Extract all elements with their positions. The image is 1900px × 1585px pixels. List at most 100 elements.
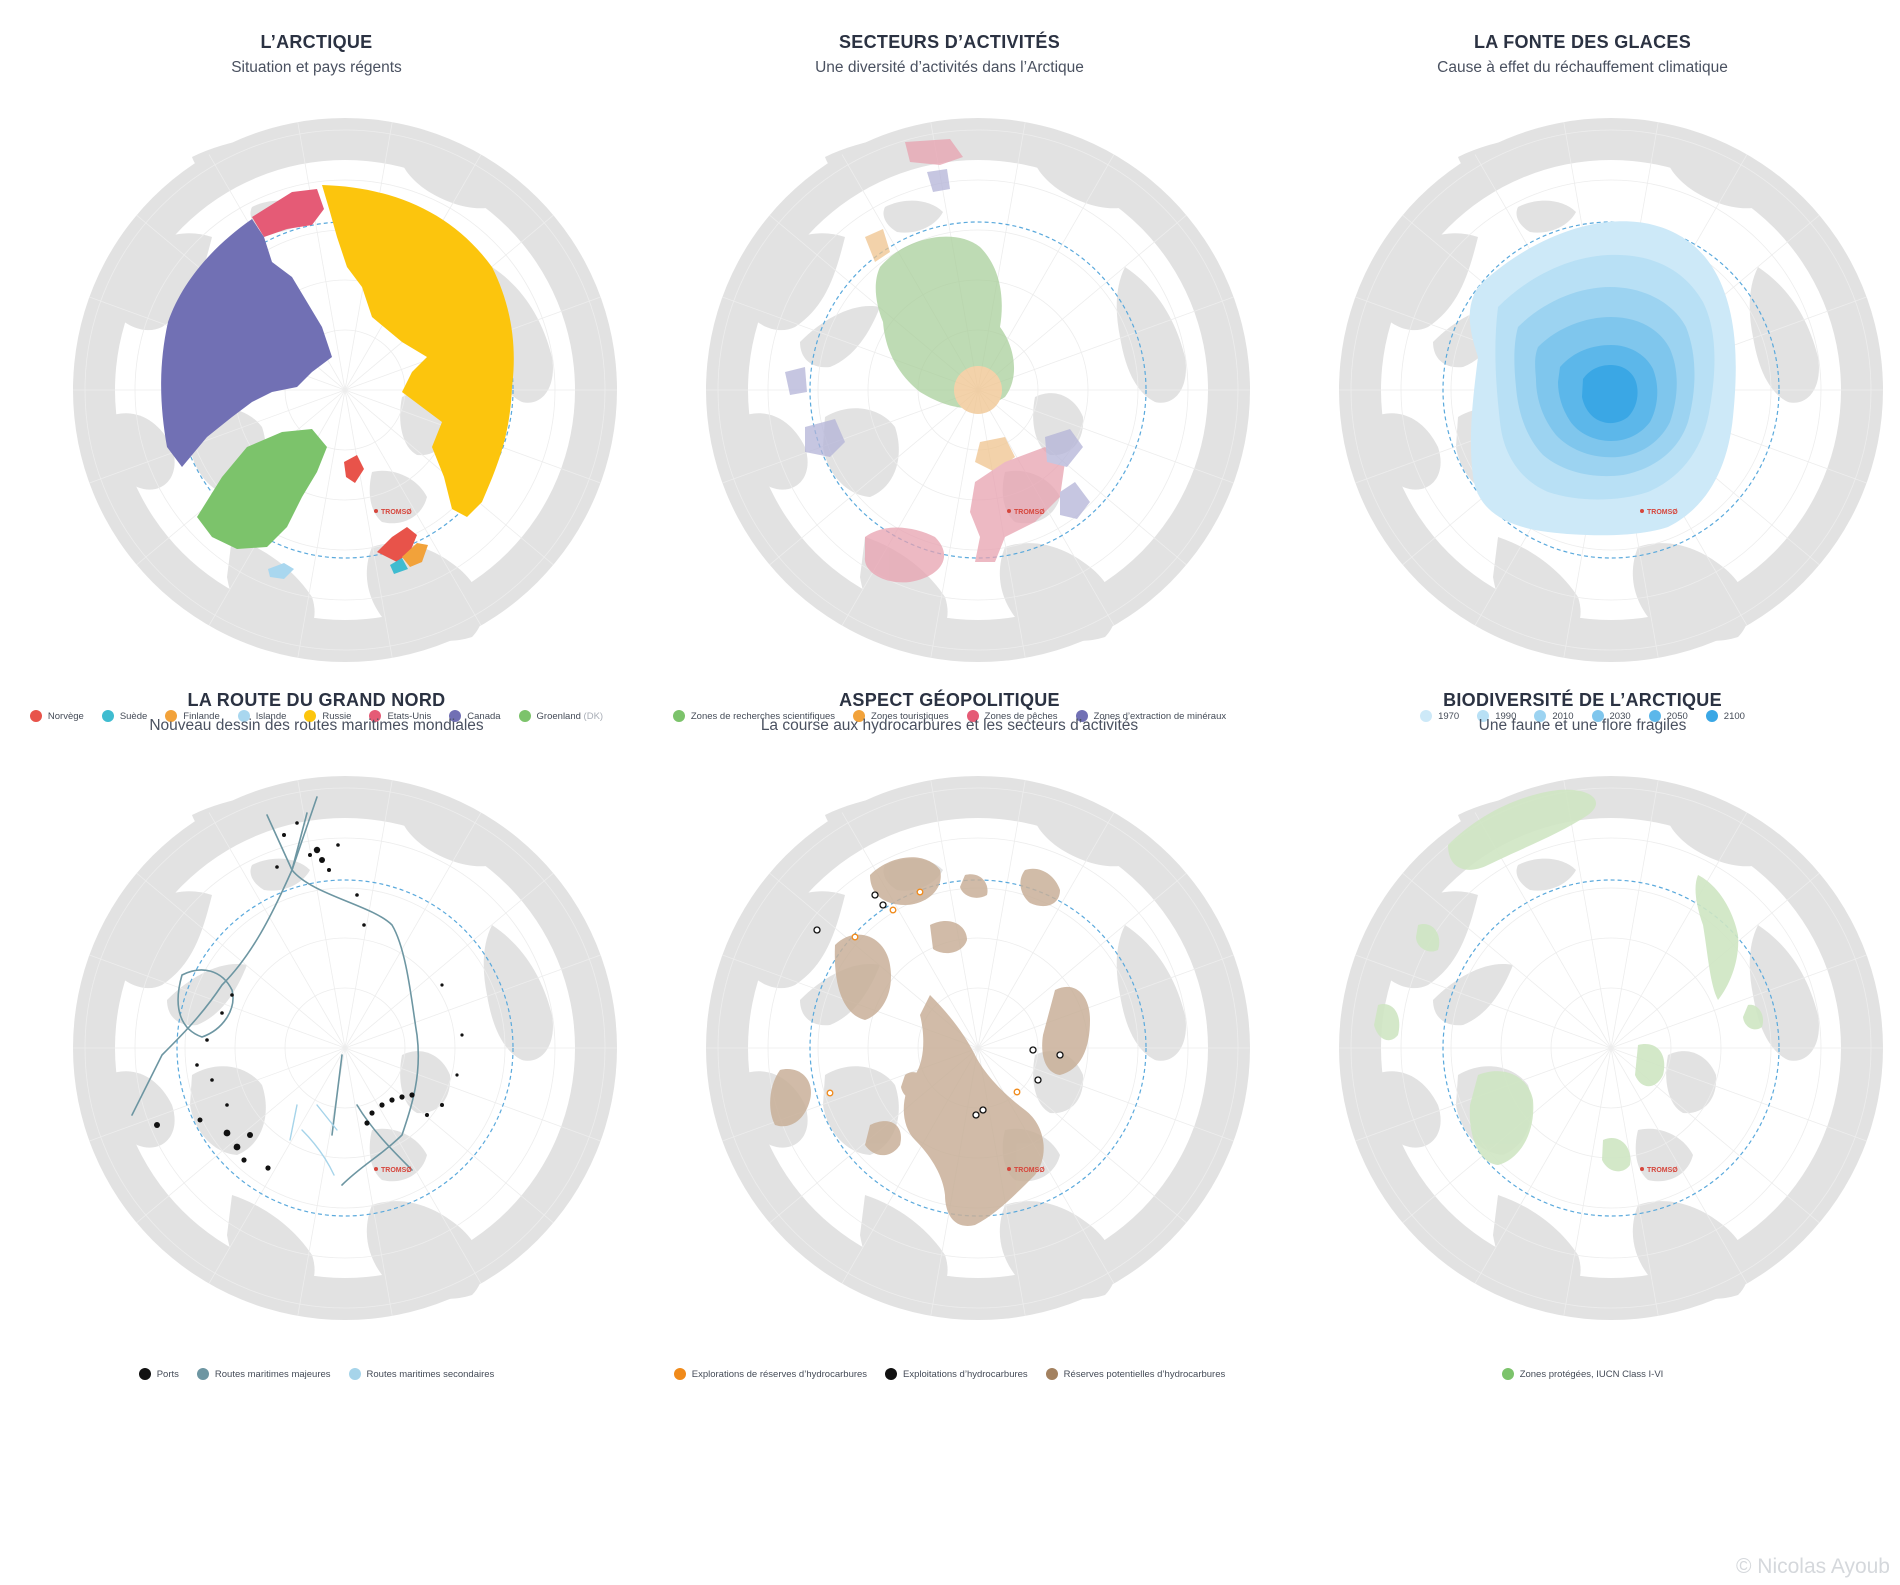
port [399,1094,405,1100]
panel-subtitle: Nouveau dessin des routes maritimes mond… [149,717,484,734]
arctic-circle [1442,879,1780,1217]
reserve-area [865,1121,901,1156]
landmass [1433,964,1513,1026]
meridian-line [297,780,346,1049]
port [210,1078,214,1082]
port [275,865,279,869]
minerals-zone-2 [1045,429,1083,467]
map-routes[interactable]: TROMSØ [72,775,618,1321]
meridian-line [977,780,1026,1049]
legend-item: Canada [449,710,501,722]
legend-swatch [1420,710,1433,722]
meridian-line [977,1047,1115,1284]
panel-secteurs: SECTEURS D’ACTIVITÉS Une diversité d’act… [633,0,1266,790]
panel-subtitle: Une diversité d’activités dans l’Arctiqu… [815,59,1084,76]
landmass [1033,147,1125,209]
legend-item: Zones de recherches scientifiques [672,710,835,722]
city-marker: TROMSØ [374,509,412,516]
legend-item: Zones touristiques [853,710,949,722]
legend-swatch [449,710,462,722]
base-map [73,776,617,1320]
legend-label: Ports [156,1368,179,1380]
panel-title: ASPECT GÉOPOLITIQUE [839,690,1060,710]
protected-area [1743,1004,1764,1030]
landmass [366,1201,483,1299]
tromso-label: TROMSØ [1014,509,1045,516]
overlay-countries [161,185,514,579]
secondary-route-2 [289,1104,298,1141]
meridian-line [89,389,346,484]
major-route-6 [356,1104,413,1171]
legend-label: 2100 [1723,710,1745,722]
legend-swatch [672,710,685,722]
protected-area [1374,1004,1400,1041]
legend-label: 1990 [1495,710,1517,722]
legend-swatch [369,710,382,722]
legend: Norvège Suède Finlande Islande Russie Etats-U… [0,707,633,725]
port [247,1132,253,1138]
ice-2100 [1582,365,1638,424]
exploration-point [916,888,924,896]
overlay-activities [785,139,1090,583]
fishing-zone-1 [905,139,963,165]
legend-label: Réserves potentielles d’hydrocarbures [1063,1368,1226,1380]
panel-fonte: LA FONTE DES GLACES Cause à effet du réc… [1266,0,1899,790]
meridian-line [1610,1047,1748,1284]
legend-swatch [673,1368,686,1380]
map-ice-melt[interactable]: TROMSØ [1338,117,1884,663]
landmass [740,891,845,989]
exploitation-point [979,1106,987,1114]
landmass [883,200,943,233]
legend-label: Suède [119,710,148,722]
minerals-zone-3 [1060,482,1090,519]
meridian-line [344,872,554,1049]
major-route-7 [331,1054,343,1136]
panel-arctique: L’ARCTIQUE Situation et pays régents TRO… [0,0,633,790]
port [455,1073,459,1077]
landmass [107,891,212,989]
panel-title: BIODIVERSITÉ DE L’ARCTIQUE [1443,690,1722,710]
legend-swatch [101,710,114,722]
tromso-label: TROMSØ [1014,1167,1045,1174]
exploitation-point [1029,1046,1037,1054]
protected-area [1635,1044,1665,1087]
overlay-ice [1469,221,1736,536]
legend-label: Explorations de réserves d’hydrocarbures [691,1368,868,1380]
landmass [1493,1195,1581,1301]
port [460,1033,464,1037]
meridian-line [297,389,346,658]
legend-item: Routes maritimes majeures [196,1368,331,1380]
legend-swatch [1534,710,1547,722]
meridian-line [977,1047,1187,1224]
landmass [369,470,427,524]
map-protected[interactable]: TROMSØ [1338,775,1884,1321]
secondary-route-3 [316,1104,338,1131]
panel-subtitle: Situation et pays régents [231,59,402,76]
legend-item: Routes maritimes secondaires [348,1368,494,1380]
legend: Explorations de réserves d’hydrocarbures… [633,1365,1266,1383]
port [409,1092,415,1098]
port [295,821,299,825]
map-countries[interactable]: TROMSØ [72,117,618,663]
exploration-point [851,933,859,941]
panel-subtitle: La course aux hydrocarbures et les secte… [760,717,1139,734]
ports [154,821,464,1171]
tromso-label: TROMSØ [381,1167,412,1174]
city-marker: TROMSØ [1007,509,1045,516]
map-hydrocarbons[interactable]: TROMSØ [705,775,1251,1321]
panel-title: SECTEURS D’ACTIVITÉS [838,32,1061,52]
meridian-line [722,389,979,484]
landmass [999,543,1116,641]
legend-item: Etats-Unis [369,710,431,722]
map-activities[interactable]: TROMSØ [705,117,1251,663]
protected-area [1469,1071,1534,1165]
landmass [1116,267,1186,403]
usa-area [252,189,324,237]
legend-label: Exploitations d’hydrocarbures [903,1368,1028,1380]
landmass [250,858,310,891]
meridian-line [977,872,1187,1049]
legend-item: 2100 [1705,710,1745,722]
overlay-routes [131,796,420,1186]
major-route-8 [177,969,234,1038]
legend-item: Groenland (DK) [518,710,603,722]
